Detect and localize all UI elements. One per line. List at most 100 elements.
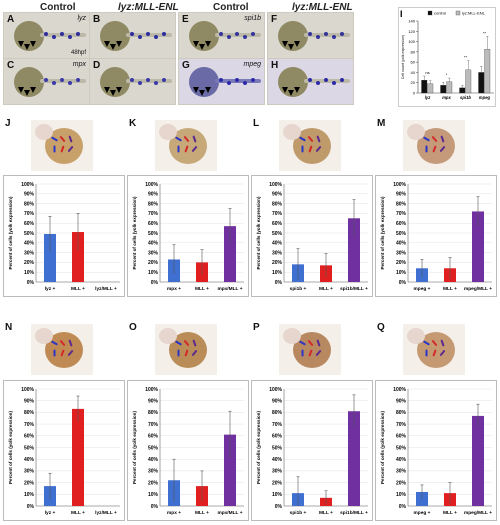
y-tick-label: 30% <box>272 469 283 475</box>
y-tick-label: 70% <box>148 422 159 428</box>
bar-control-spi1b <box>459 87 466 94</box>
bar-mpxmll <box>224 226 236 282</box>
arrowhead-icon <box>294 87 300 93</box>
bar-control-mpx <box>440 85 447 94</box>
legend-label: lyz:MLL-ENL <box>462 11 486 16</box>
x-category-label: spi1b + <box>290 286 307 292</box>
bar-lyzmllenl-mpeg <box>484 49 491 94</box>
x-category-label: lyz + <box>45 510 56 516</box>
arrowhead-icon <box>288 90 294 96</box>
y-tick-label: 70% <box>24 422 35 428</box>
embryo-head <box>407 124 425 140</box>
y-tick-label: 40% <box>24 457 35 463</box>
arrowhead-icon <box>24 44 30 50</box>
bar-mpegmll <box>472 415 484 506</box>
y-tick-label: 50% <box>24 231 35 237</box>
y-tick-label: 20% <box>272 480 283 486</box>
significance-label: ** <box>464 55 468 60</box>
y-tick-label: 60% <box>24 221 35 227</box>
y-tick-label: 20 <box>411 80 416 85</box>
arrowhead-icon <box>199 90 205 96</box>
panel-letter: L <box>253 118 260 129</box>
panel-letter: D <box>93 60 101 71</box>
stained-cell <box>130 32 134 36</box>
stained-cell <box>235 78 239 82</box>
embryo-photo <box>279 120 341 171</box>
micrograph-panel-d: D <box>89 58 176 105</box>
arrowhead-icon <box>199 44 205 50</box>
arrowhead-icon <box>18 41 24 47</box>
y-tick-label: 60% <box>272 221 283 227</box>
arrow-icon <box>425 145 428 153</box>
y-tick-label: 20% <box>148 480 159 486</box>
y-tick-label: 90% <box>148 399 159 405</box>
probe-label: mpx <box>72 61 86 68</box>
arrow-icon <box>425 349 428 357</box>
header-control-1: Control <box>40 2 76 13</box>
x-category-label: mpx <box>442 95 451 100</box>
stained-cell <box>52 81 56 85</box>
embryo-head <box>283 328 301 344</box>
stained-cell <box>146 32 150 36</box>
y-tick-label: 100 <box>408 39 415 44</box>
significance-label: ns <box>425 70 429 75</box>
y-tick-label: 100% <box>21 182 34 188</box>
y-tick-label: 40% <box>272 457 283 463</box>
y-tick-label: 30% <box>396 250 407 256</box>
photo-panel-k: K <box>127 118 249 173</box>
stained-cell <box>162 78 166 82</box>
y-tick-label: 60 <box>411 60 416 65</box>
y-tick-label: 100% <box>145 182 158 188</box>
y-tick-label: 10% <box>148 492 159 498</box>
bar-mll <box>72 232 84 282</box>
y-tick-label: 80% <box>24 201 35 207</box>
photo-panel-n: N <box>3 322 125 377</box>
stained-cell <box>76 78 80 82</box>
y-tick-label: 30% <box>148 250 159 256</box>
arrowhead-icon <box>116 41 122 47</box>
panel-letter: B <box>93 14 101 25</box>
embryo-head <box>35 124 53 140</box>
y-tick-label: 50% <box>396 231 407 237</box>
y-axis-label: Percent of cells (yolk expression) <box>256 196 261 269</box>
y-tick-label: 60% <box>148 434 159 440</box>
y-tick-label: 0% <box>275 280 283 286</box>
stained-cell <box>138 81 142 85</box>
stained-cell <box>130 78 134 82</box>
bar-spibmll <box>348 411 360 506</box>
y-tick-label: 70% <box>396 211 407 217</box>
arrowhead-icon <box>24 90 30 96</box>
y-tick-label: 0% <box>27 280 35 286</box>
panel-letter: N <box>5 322 13 333</box>
y-tick-label: 10% <box>396 270 407 276</box>
y-tick-label: 60% <box>24 434 35 440</box>
x-category-label: mpx + <box>167 511 181 516</box>
photo-panel-m: M <box>375 118 497 173</box>
bar-chart-svg: 0% 10% 20% 30% 40% 50% 60% 70% 80% 90% 100% Percent… <box>380 387 492 516</box>
bar-chart-svg: 0% 10% 20% 30% 40% 50% 60% 70% 80% 90% 100% Percent… <box>8 387 120 516</box>
arrowhead-icon <box>282 41 288 47</box>
stained-cell <box>60 32 64 36</box>
embryo-photo <box>31 120 93 171</box>
y-tick-label: 10% <box>272 270 283 276</box>
photo-panel-j: J <box>3 118 125 173</box>
arrow-icon <box>177 349 180 357</box>
arrow-icon <box>177 145 180 153</box>
y-tick-label: 40% <box>148 457 159 463</box>
embryo-photo <box>403 324 465 375</box>
bar-chart-l: 0% 10% 20% 30% 40% 50% 60% 70% 80% 90% 100% Percent… <box>251 175 373 297</box>
arrowhead-icon <box>104 41 110 47</box>
y-tick-label: 0 <box>413 91 416 96</box>
bar-chart-svg: 0% 10% 20% 30% 40% 50% 60% 70% 80% 90% 100% Percent… <box>256 387 368 516</box>
y-tick-label: 90% <box>24 192 35 198</box>
x-category-label: lyz/MLL + <box>95 286 117 292</box>
photo-panel-o: O <box>127 322 249 377</box>
arrowhead-icon <box>294 41 300 47</box>
bar-lyzmllenl-mpx <box>446 81 453 94</box>
y-tick-label: 90% <box>148 192 159 198</box>
stained-cell <box>235 32 239 36</box>
panel-letter: E <box>182 14 189 25</box>
header-control-2: Control <box>213 2 249 13</box>
